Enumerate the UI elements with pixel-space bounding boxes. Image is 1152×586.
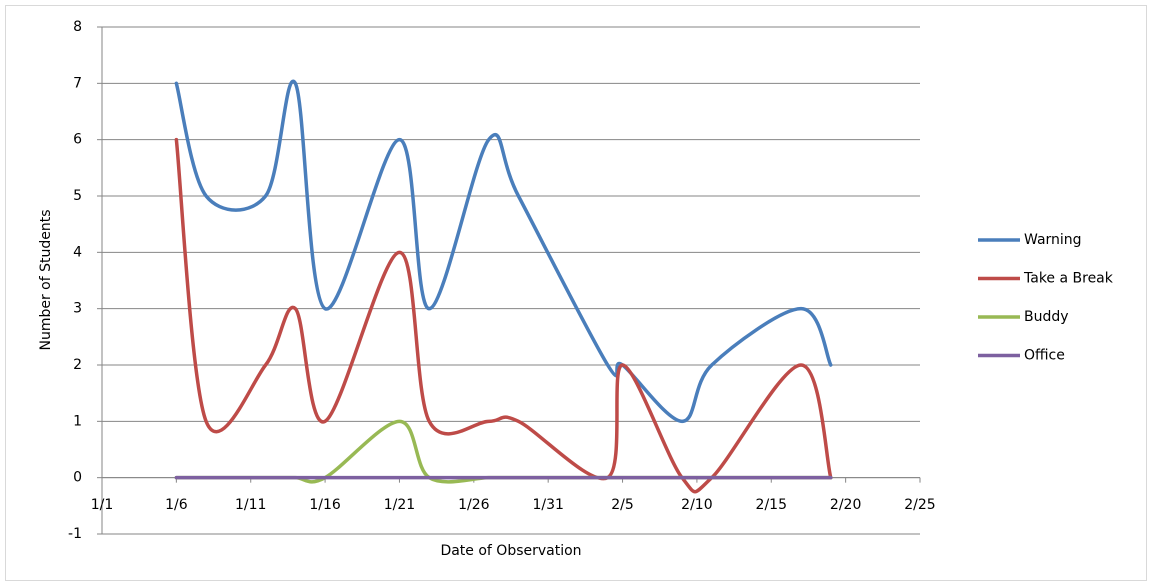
x-tick-label: 2/25: [904, 497, 935, 513]
x-tick-label: 1/11: [235, 497, 266, 513]
legend-label: Take a Break: [1023, 271, 1114, 287]
series-line: [174, 137, 833, 494]
x-tick-label: 2/20: [830, 497, 861, 513]
x-tick-label: 1/6: [165, 497, 188, 513]
x-axis-title: Date of Observation: [440, 543, 581, 559]
legend-label: Buddy: [1024, 309, 1069, 325]
x-tick-label: 1/16: [309, 497, 341, 513]
y-tick-label: 3: [73, 301, 82, 317]
y-tick-label: 1: [73, 413, 82, 429]
y-tick-label: 5: [73, 188, 82, 204]
series-line: [174, 79, 833, 424]
y-tick-label: 4: [73, 244, 82, 260]
x-tick-label: 1/26: [458, 497, 490, 513]
x-tick-label: 1/1: [91, 497, 114, 513]
x-tick-label: 1/21: [384, 497, 415, 513]
y-axis-title: Number of Students: [38, 209, 54, 350]
chart-frame: [5, 5, 1147, 581]
legend-label: Office: [1024, 348, 1065, 364]
legend-label: Warning: [1024, 232, 1082, 248]
y-tick-label: 2: [73, 357, 82, 373]
x-tick-label: 2/5: [611, 497, 634, 513]
x-tick-label: 2/10: [681, 497, 712, 513]
y-tick-label: 7: [73, 75, 82, 91]
x-tick-label: 2/15: [756, 497, 787, 513]
x-tick-label: 1/31: [532, 497, 563, 513]
y-tick-label: 0: [73, 470, 82, 486]
y-tick-label: 6: [73, 132, 82, 148]
y-tick-label: -1: [68, 526, 82, 542]
y-tick-label: 8: [73, 19, 82, 35]
